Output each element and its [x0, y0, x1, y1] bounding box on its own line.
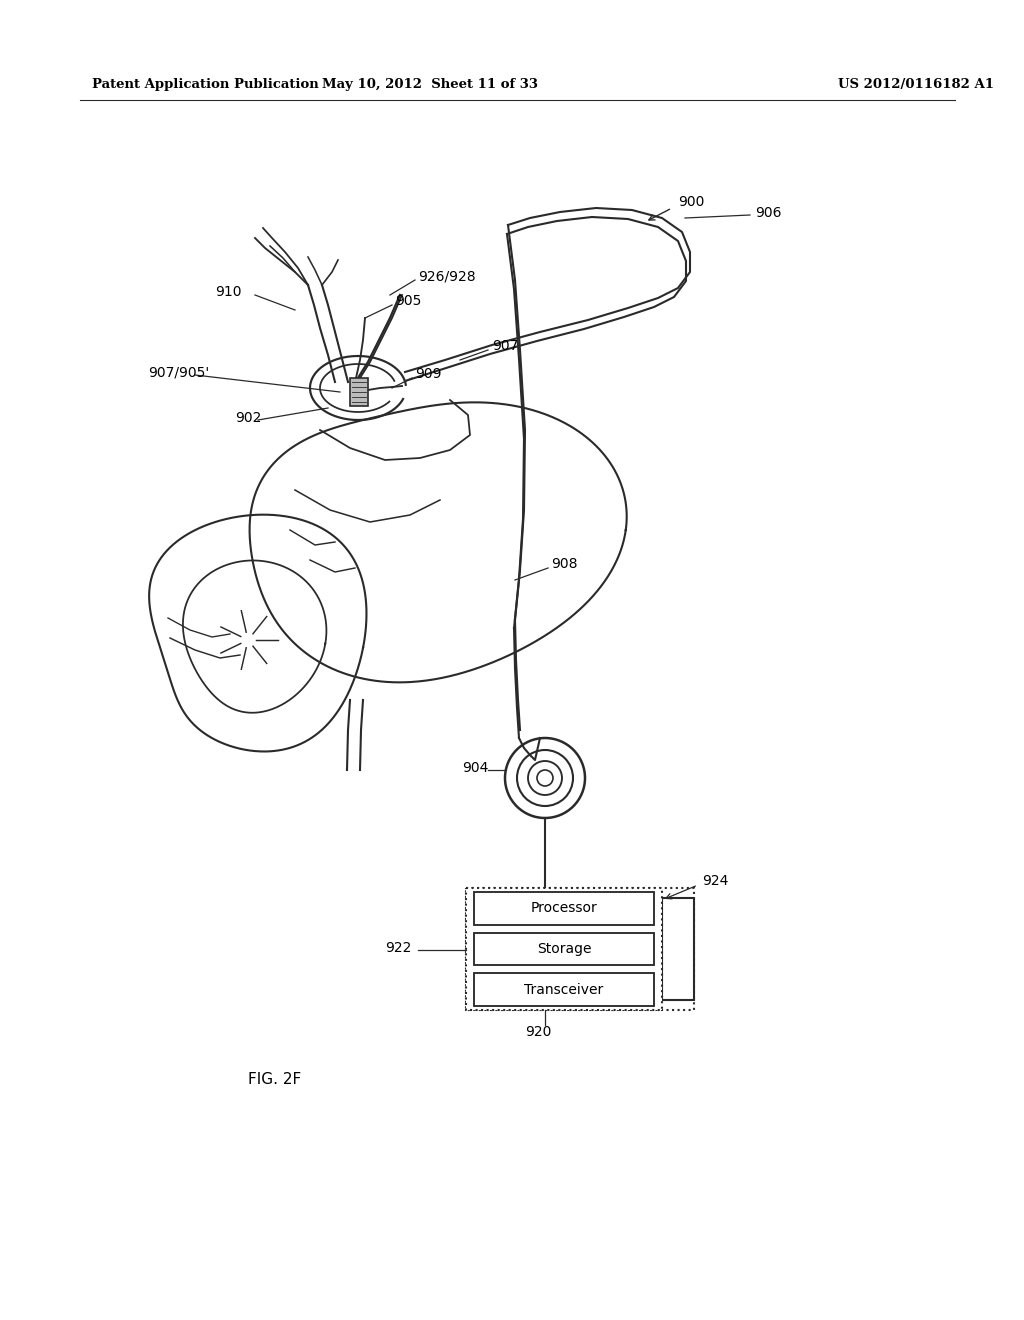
- Text: Processor: Processor: [530, 902, 597, 915]
- Text: 926/928: 926/928: [418, 269, 475, 282]
- Text: Patent Application Publication: Patent Application Publication: [92, 78, 318, 91]
- Text: 924: 924: [702, 874, 728, 888]
- Text: 900: 900: [678, 195, 705, 209]
- Bar: [474, 892, 654, 925]
- Text: 908: 908: [551, 557, 578, 572]
- Text: 907: 907: [492, 339, 518, 352]
- Text: 904: 904: [462, 762, 488, 775]
- Text: Storage: Storage: [537, 942, 591, 956]
- Bar: [662, 898, 694, 1001]
- Bar: [350, 378, 368, 407]
- Bar: [466, 888, 694, 1010]
- Text: 907/905': 907/905': [148, 366, 209, 379]
- Text: 905: 905: [395, 294, 421, 308]
- Text: 922: 922: [385, 941, 412, 954]
- Text: FIG. 2F: FIG. 2F: [248, 1072, 301, 1086]
- Bar: [474, 973, 654, 1006]
- Text: 920: 920: [525, 1026, 551, 1039]
- Text: 909: 909: [415, 367, 441, 381]
- Bar: [466, 888, 662, 1010]
- Text: 906: 906: [755, 206, 781, 220]
- Text: Transceiver: Transceiver: [524, 982, 603, 997]
- Text: US 2012/0116182 A1: US 2012/0116182 A1: [838, 78, 994, 91]
- Text: 910: 910: [215, 285, 242, 300]
- Bar: [474, 933, 654, 965]
- Text: May 10, 2012  Sheet 11 of 33: May 10, 2012 Sheet 11 of 33: [322, 78, 538, 91]
- Text: 902: 902: [234, 411, 261, 425]
